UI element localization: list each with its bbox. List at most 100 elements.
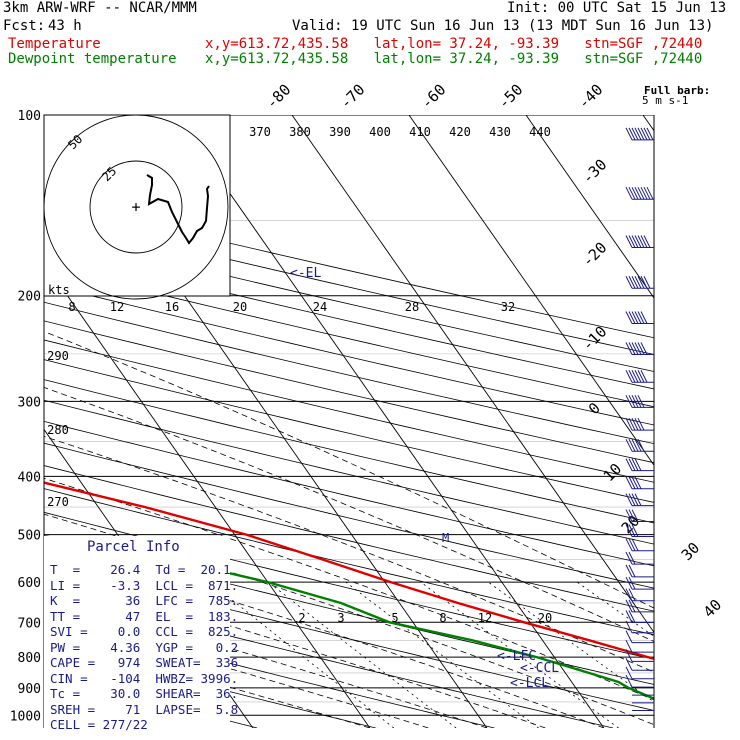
wind-barb-flag — [625, 639, 633, 653]
theta-label-400: 400 — [369, 125, 391, 139]
wind-barb-flag — [634, 311, 642, 324]
wind-barb-flag — [643, 235, 651, 248]
wind-barb-flag — [631, 493, 639, 506]
wind-barb — [625, 599, 654, 613]
wind-barb — [625, 509, 654, 523]
pressure-label-500: 500 — [18, 529, 41, 544]
wind-barb-flag — [637, 438, 645, 452]
wind-barb-flag — [634, 395, 642, 408]
wind-barb-flag — [631, 438, 639, 452]
theta-label-380: 380 — [289, 125, 311, 139]
mixing-ratio-label-3: 3 — [337, 611, 344, 625]
barb-header-line1: Full barb: — [644, 84, 710, 97]
wind-barb-flag — [628, 311, 636, 324]
moist-adiabat-35 — [44, 331, 654, 609]
moist-adiabat-20 — [44, 477, 654, 701]
isotherm-30 — [408, 115, 654, 466]
forecast-label: Fcst: — [3, 18, 46, 34]
wind-barb-flag — [625, 235, 633, 248]
dry-adiabat-330 — [44, 465, 654, 612]
wind-barb-flag — [634, 417, 642, 431]
wind-barb — [625, 417, 654, 431]
parcel-info-row: SVI = 0.0 CCL = 825. — [50, 624, 239, 639]
init-time: Init: 00 UTC Sat 15 Jun 13 — [507, 0, 727, 16]
wind-barb-flag — [625, 588, 633, 601]
wind-barb-flag — [628, 588, 636, 601]
wind-barb — [625, 524, 654, 538]
theta-label-430: 430 — [489, 125, 511, 139]
isotherm-20 — [291, 115, 654, 634]
wind-barb-flag — [634, 235, 642, 248]
el-annotation: <-EL — [290, 266, 321, 281]
wind-barb-flag — [628, 476, 636, 489]
moist-adiabat-10 — [44, 544, 605, 728]
wind-barb-flag — [625, 458, 633, 471]
pressure-label-100: 100 — [18, 109, 41, 124]
wind-barb-flag — [643, 276, 651, 289]
wind-barb-flag — [625, 417, 633, 431]
mixing-ratio-label-8: 8 — [439, 611, 446, 625]
hodograph-units: kts — [48, 283, 70, 297]
wind-barb — [625, 186, 654, 200]
lcl-annotation: <-LCL — [510, 676, 549, 691]
dry-adiabat-280 — [44, 587, 614, 728]
isotherm--40 — [0, 115, 19, 728]
parcel-info-title: Parcel Info — [87, 539, 180, 555]
theta-side-label-270: 270 — [47, 495, 69, 509]
parcel-info-row: CIN = -104 HWBZ= 3996. — [50, 670, 239, 686]
temperature-location: x,y=613.72,435.58 lat,lon= 37.24, -93.39… — [205, 36, 703, 52]
hodograph-center: + — [131, 198, 140, 216]
wind-barb — [625, 674, 654, 688]
wind-barb-flag — [628, 509, 636, 522]
wind-barb-flag — [625, 610, 633, 623]
temperature-legend-label: Temperature — [8, 36, 101, 52]
forecast-hours: 43 h — [48, 18, 82, 34]
theta-label-370: 370 — [249, 125, 271, 139]
wind-barb-flag — [625, 666, 633, 680]
mixing-ratio-12 — [488, 581, 654, 703]
wind-barb-flag — [625, 524, 633, 537]
wind-barb-flag — [634, 493, 642, 506]
wind-barb-flag — [628, 564, 636, 578]
wind-barb-flag — [643, 186, 651, 200]
wind-barb-flag — [625, 493, 633, 506]
wind-barb — [625, 551, 654, 565]
parcel-info-row: SREH = 71 LAPSE= 5.8 — [50, 701, 239, 717]
wind-barb — [625, 639, 654, 653]
wind-barb-flag — [631, 186, 639, 200]
parcel-info-row: TT = 47 EL = 183. — [50, 608, 239, 624]
wind-barb-flag — [631, 417, 639, 431]
wind-barb-flag — [640, 276, 648, 289]
wind-barb-flag — [631, 276, 639, 289]
wind-barb — [625, 311, 654, 324]
wind-barb-flag — [637, 127, 645, 141]
wind-barb-flag — [631, 395, 639, 408]
wind-barb — [625, 395, 654, 408]
wind-barb — [625, 610, 654, 624]
wind-barb-flag — [628, 127, 636, 141]
speed-tick-20: 20 — [233, 300, 247, 314]
dewpoint-legend-label: Dewpoint temperature — [8, 51, 177, 67]
wind-barb-flag — [628, 551, 636, 565]
wind-barb-flag — [625, 186, 633, 200]
dry-adiabat-320 — [44, 488, 654, 636]
wind-barb-flag — [637, 235, 645, 248]
mixing-ratio-label-2: 2 — [298, 611, 305, 625]
wind-barb-flag — [628, 599, 636, 613]
wind-barb — [625, 342, 654, 356]
model-title: 3km ARW-WRF -- NCAR/MMM — [3, 0, 197, 16]
wind-barb — [625, 458, 654, 472]
dry-adiabat-450 — [44, 231, 654, 372]
isotherm-label-40: 40 — [700, 596, 726, 622]
barb-header-line2: 5 m s-1 — [642, 94, 688, 107]
parcel-info-row: PW = 4.36 YGP = 0.2 — [50, 639, 239, 655]
wind-barb-flag — [640, 342, 648, 355]
wind-barb-flag — [625, 127, 633, 141]
wind-barb-flag — [628, 417, 636, 431]
pressure-label-1000: 1000 — [10, 709, 41, 724]
wind-barb-flag — [625, 599, 633, 613]
isotherm-label--30: -30 — [579, 156, 611, 188]
wind-barb-flag — [625, 370, 633, 383]
wind-barb-flag — [625, 395, 633, 408]
